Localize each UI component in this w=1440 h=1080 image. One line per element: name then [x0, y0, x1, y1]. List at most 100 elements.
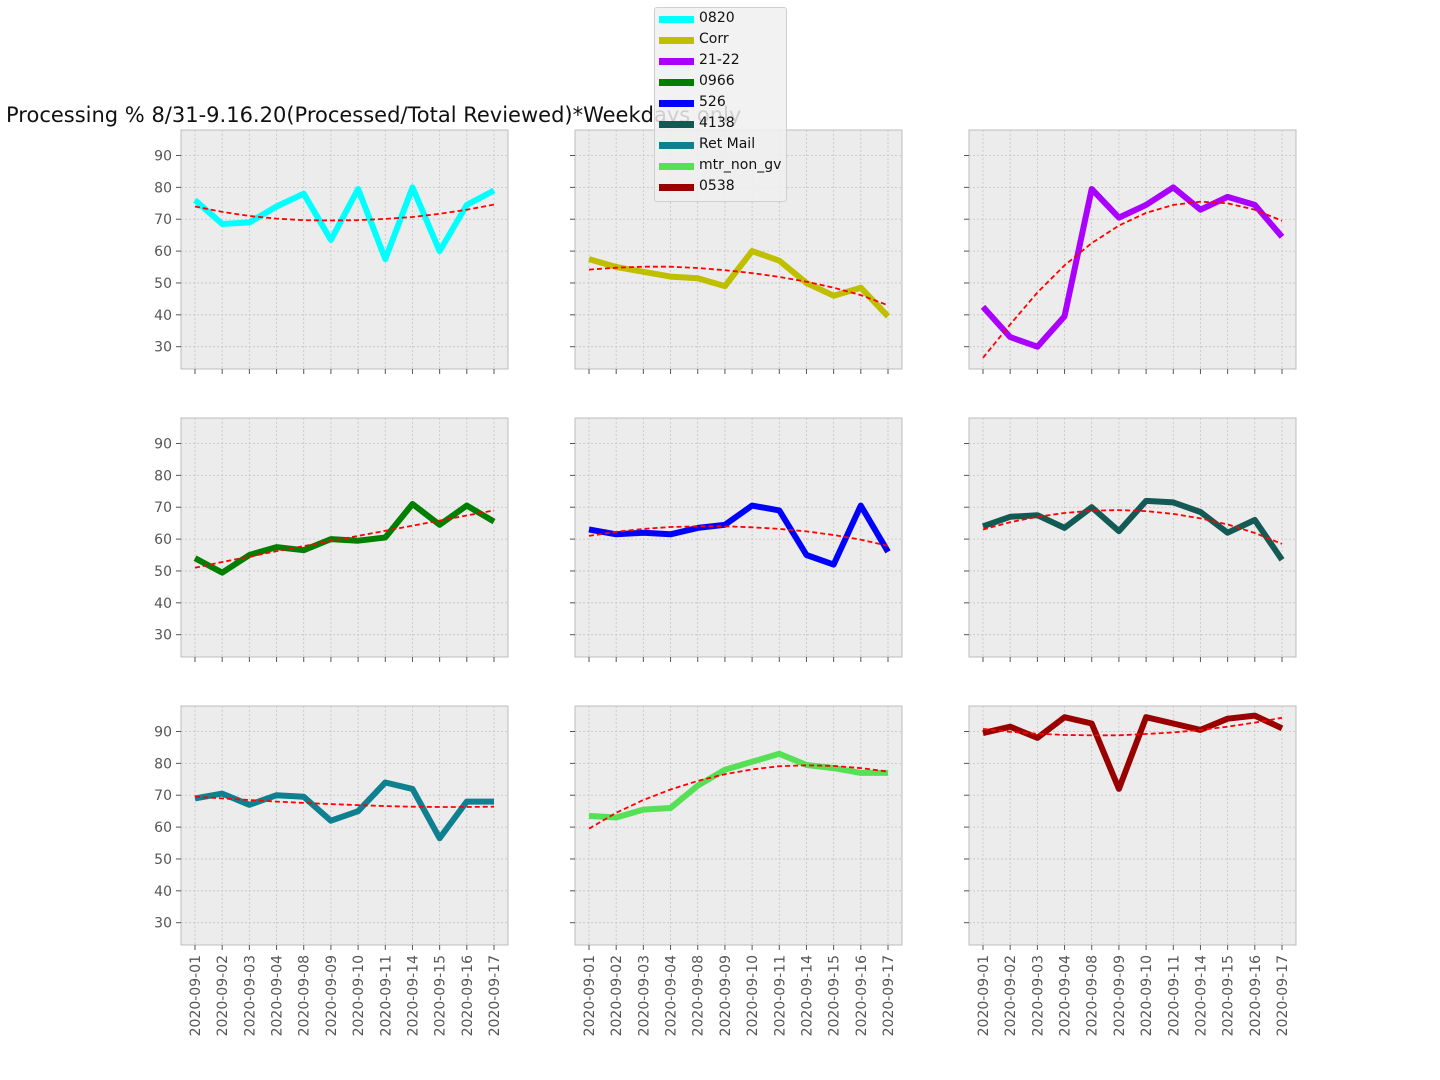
x-tick-label: 2020-09-09: [1112, 955, 1128, 1036]
legend-swatch: [659, 16, 694, 23]
x-tick-label: 2020-09-02: [1003, 955, 1019, 1036]
trend-line-0820: [194, 203, 495, 222]
plot-area: [574, 705, 903, 946]
legend-label: 0966: [699, 73, 735, 89]
trend-line-0966: [194, 509, 495, 569]
x-tick-label: 2020-09-10: [1139, 955, 1155, 1036]
x-tick-label: 2020-09-17: [1275, 955, 1291, 1036]
x-tick-label: 2020-09-03: [242, 955, 258, 1036]
x-tick-label: 2020-09-09: [324, 955, 340, 1036]
legend-item-0538: 0538: [655, 177, 786, 198]
legend-swatch: [659, 79, 694, 86]
legend-swatch: [659, 121, 694, 128]
panel-mtr_non_gv: 2020-09-01 2020-09-02 2020-09-03 2020-09-04…: [570, 705, 903, 1036]
x-tick-label: 2020-09-15: [433, 955, 449, 1036]
panel-526: [570, 417, 903, 662]
legend-item-Corr: Corr: [655, 30, 786, 51]
trend-line-Corr: [588, 265, 889, 307]
x-tick-label: 2020-09-16: [854, 955, 870, 1036]
x-tick-label: 2020-09-04: [664, 955, 680, 1036]
trend-line-0538: [982, 716, 1283, 737]
panel-21-22: [964, 129, 1297, 374]
x-tick-label: 2020-09-04: [270, 955, 286, 1036]
series-line-Ret Mail: [194, 779, 494, 842]
legend-swatch: [659, 100, 694, 107]
legend-label: Ret Mail: [699, 136, 756, 152]
y-tick-label: 80: [154, 756, 172, 772]
plot-area: [180, 129, 509, 370]
legend-label: 526: [699, 94, 726, 110]
legend-swatch: [659, 142, 694, 149]
legend-swatch: [659, 37, 694, 44]
legend-item-mtr_non_gv: mtr_non_gv: [655, 156, 786, 177]
y-tick-label: 70: [154, 500, 172, 516]
legend-label: mtr_non_gv: [699, 157, 782, 173]
plot-area: [968, 417, 1297, 658]
legend-swatch: [659, 184, 694, 191]
y-tick-label: 40: [154, 884, 172, 900]
legend-swatch: [659, 163, 694, 170]
x-tick-label: 2020-09-01: [582, 955, 598, 1036]
legend-item-21-22: 21-22: [655, 51, 786, 72]
x-tick-label: 2020-09-17: [881, 955, 897, 1036]
legend-item-0966: 0966: [655, 72, 786, 93]
y-tick-label: 40: [154, 308, 172, 324]
y-tick-label: 50: [154, 852, 172, 868]
x-tick-label: 2020-09-11: [1166, 955, 1182, 1036]
plot-area: [968, 129, 1297, 370]
x-tick-label: 2020-09-14: [1193, 955, 1209, 1036]
trend-line-21-22: [982, 200, 1283, 359]
series-line-0820: [193, 184, 496, 263]
series-line-21-22: [980, 184, 1285, 350]
x-tick-label: 2020-09-02: [215, 955, 231, 1036]
trend-line-Ret Mail: [194, 795, 495, 808]
x-tick-label: 2020-09-11: [772, 955, 788, 1036]
panel-0820: 30 40 50 60 70 80 90: [154, 129, 509, 374]
x-tick-label: 2020-09-10: [351, 955, 367, 1036]
y-tick-label: 50: [154, 564, 172, 580]
y-tick-label: 30: [154, 916, 172, 932]
y-tick-label: 60: [154, 244, 172, 260]
y-tick-label: 70: [154, 212, 172, 228]
series-line-526: [588, 502, 891, 568]
series-line-mtr_non_gv: [588, 750, 888, 821]
x-tick-label: 2020-09-16: [1248, 955, 1264, 1036]
legend-label: Corr: [699, 31, 729, 47]
y-tick-label: 30: [154, 340, 172, 356]
x-tick-label: 2020-09-01: [188, 955, 204, 1036]
chart-title: Processing % 8/31-9.16.20(Processed/Tota…: [6, 103, 742, 127]
series-line-4138: [982, 497, 1285, 562]
plot-area: [180, 705, 509, 946]
x-tick-label: 2020-09-11: [378, 955, 394, 1036]
panel-0538: 2020-09-01 2020-09-02 2020-09-03 2020-09-04…: [964, 705, 1297, 1036]
y-tick-label: 90: [154, 724, 172, 740]
x-tick-label: 2020-09-02: [609, 955, 625, 1036]
y-tick-label: 40: [154, 596, 172, 612]
legend-label: 0538: [699, 178, 735, 194]
x-tick-label: 2020-09-15: [1221, 955, 1237, 1036]
legend-item-4138: 4138: [655, 114, 786, 135]
x-tick-label: 2020-09-08: [691, 955, 707, 1036]
legend-item-526: 526: [655, 93, 786, 114]
legend-item-0820: 0820: [655, 9, 786, 30]
trend-line-4138: [982, 509, 1283, 545]
legend-item-Ret Mail: Ret Mail: [655, 135, 786, 156]
panel-4138: [964, 417, 1297, 662]
legend: 0820 Corr 21-22 0966 526 4138 Ret Mail mtr_non_…: [654, 7, 787, 202]
series-line-Corr: [588, 248, 891, 319]
y-tick-label: 80: [154, 468, 172, 484]
series-line-0538: [982, 712, 1284, 792]
y-tick-label: 50: [154, 276, 172, 292]
x-tick-label: 2020-09-16: [460, 955, 476, 1036]
x-tick-label: 2020-09-17: [487, 955, 503, 1036]
legend-label: 21-22: [699, 52, 740, 68]
x-tick-label: 2020-09-14: [799, 955, 815, 1036]
x-tick-label: 2020-09-15: [827, 955, 843, 1036]
x-tick-label: 2020-09-04: [1058, 955, 1074, 1036]
x-tick-label: 2020-09-08: [297, 955, 313, 1036]
y-tick-label: 60: [154, 532, 172, 548]
y-tick-label: 60: [154, 820, 172, 836]
x-tick-label: 2020-09-03: [636, 955, 652, 1036]
y-tick-label: 90: [154, 148, 172, 164]
